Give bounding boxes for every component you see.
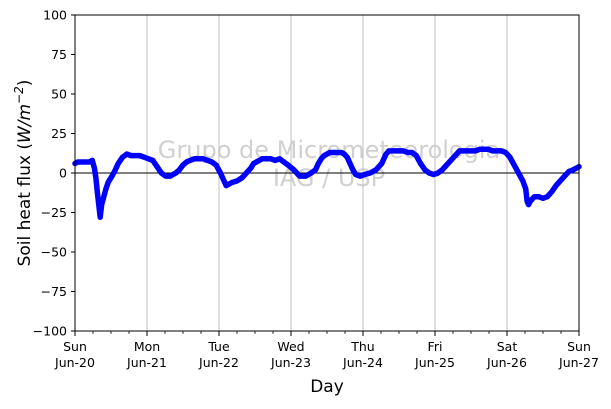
x-axis-ticks: SunJun-20MonJun-21TueJun-22WedJun-23ThuJ… — [54, 331, 599, 370]
series-line — [72, 146, 582, 220]
y-tick-label: −25 — [41, 205, 67, 220]
x-tick-date: Jun-23 — [270, 355, 311, 370]
x-tick-date: Jun-21 — [126, 355, 167, 370]
x-tick-day: Sat — [497, 339, 518, 354]
x-axis-label: Day — [310, 377, 344, 397]
x-tick-day: Wed — [277, 339, 304, 354]
y-tick-label: 50 — [51, 87, 67, 102]
x-tick-date: Jun-20 — [54, 355, 95, 370]
y-tick-label: 0 — [59, 166, 67, 181]
y-tick-label: −100 — [33, 324, 67, 339]
y-tick-label: 100 — [43, 8, 67, 23]
x-tick-date: Jun-22 — [198, 355, 239, 370]
y-axis-ticks: −100 −75 −50 −25 0 25 50 75 100 — [33, 8, 75, 339]
y-tick-label: −50 — [41, 245, 67, 260]
y-axis-label: Soil heat flux (W/m−2) — [12, 80, 35, 267]
y-tick-label: −75 — [41, 284, 67, 299]
x-tick-day: Fri — [428, 339, 443, 354]
x-tick-day: Sun — [567, 339, 591, 354]
x-tick-day: Sun — [63, 339, 87, 354]
x-tick-day: Thu — [350, 339, 374, 354]
x-tick-date: Jun-25 — [414, 355, 455, 370]
x-tick-date: Jun-26 — [486, 355, 527, 370]
x-tick-date: Jun-27 — [558, 355, 599, 370]
y-tick-label: 25 — [51, 126, 67, 141]
x-tick-date: Jun-24 — [342, 355, 383, 370]
x-tick-day: Mon — [134, 339, 160, 354]
x-tick-day: Tue — [207, 339, 230, 354]
series-layer — [72, 146, 582, 220]
y-tick-label: 75 — [51, 47, 67, 62]
